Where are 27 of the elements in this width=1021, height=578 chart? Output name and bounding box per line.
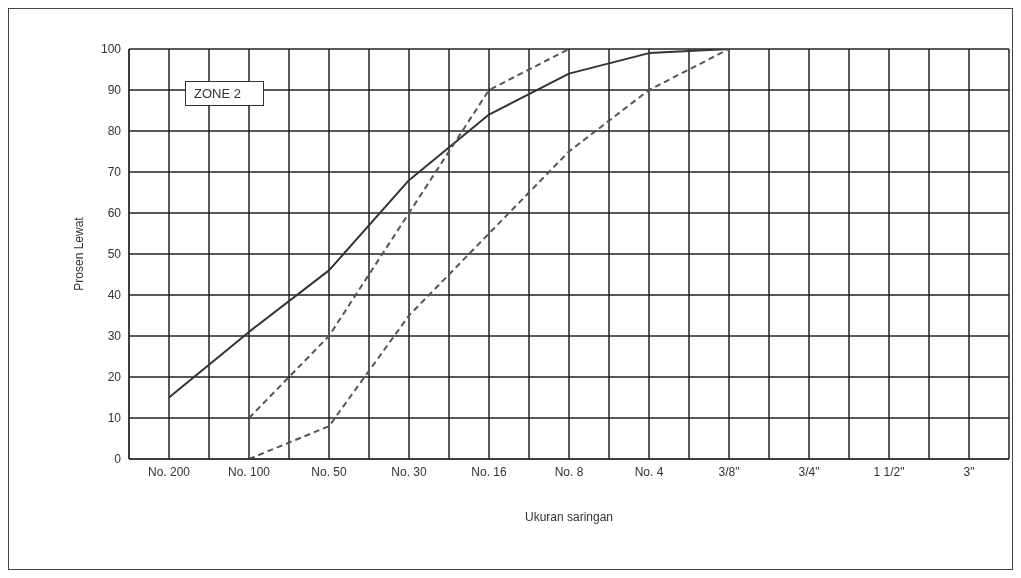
- y-tick-label: 0: [114, 452, 122, 467]
- x-tick-label: 3": [963, 464, 975, 479]
- y-tick-label: 80: [107, 124, 122, 139]
- x-tick-label: No. 200: [147, 464, 191, 479]
- y-tick-label: 50: [107, 247, 122, 262]
- x-tick-label: No. 4: [634, 464, 664, 479]
- x-tick-label: No. 8: [554, 464, 584, 479]
- x-tick-label: 1 1/2": [873, 464, 905, 479]
- x-tick-label: No. 100: [227, 464, 271, 479]
- y-axis-title: Prosen Lewat: [72, 216, 87, 291]
- y-tick-label: 20: [107, 370, 122, 385]
- y-tick-label: 90: [107, 83, 122, 98]
- y-tick-label: 100: [100, 42, 122, 57]
- x-tick-label: No. 30: [391, 464, 427, 479]
- y-tick-label: 30: [107, 329, 122, 344]
- x-tick-label: No. 16: [471, 464, 507, 479]
- x-axis-title: Ukuran saringan: [524, 510, 614, 524]
- y-tick-label: 10: [107, 411, 122, 426]
- y-tick-label: 60: [107, 206, 122, 221]
- annotation: ZONE 2: [185, 81, 264, 106]
- y-tick-label: 70: [107, 165, 122, 180]
- line-series: [248, 49, 570, 419]
- x-tick-label: No. 50: [311, 464, 347, 479]
- y-tick-label: 40: [107, 288, 122, 303]
- line-series: [248, 49, 730, 459]
- x-tick-label: 3/4": [798, 464, 820, 479]
- x-tick-label: 3/8": [718, 464, 740, 479]
